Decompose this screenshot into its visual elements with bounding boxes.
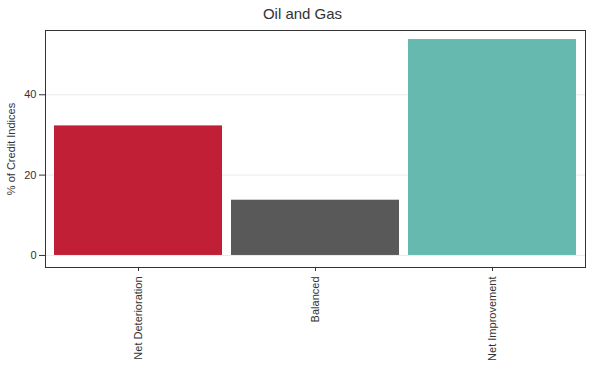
svg-text:Net Improvement: Net Improvement [486, 277, 498, 361]
svg-text:0: 0 [30, 249, 36, 261]
svg-text:Balanced: Balanced [309, 277, 321, 323]
svg-text:20: 20 [24, 169, 36, 181]
svg-text:% of Credit Indices: % of Credit Indices [5, 102, 17, 195]
svg-text:Net Deterioration: Net Deterioration [132, 277, 144, 360]
html-text:Oil and Gas: Oil and Gas [262, 5, 343, 22]
svg-text:40: 40 [24, 88, 36, 100]
